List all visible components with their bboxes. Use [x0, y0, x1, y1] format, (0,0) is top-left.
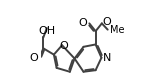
Text: O: O: [29, 53, 38, 63]
Text: O: O: [60, 41, 68, 51]
Text: OH: OH: [38, 26, 55, 36]
Text: N: N: [103, 53, 112, 63]
Text: O: O: [103, 17, 111, 27]
Text: Me: Me: [110, 25, 124, 35]
Text: O: O: [79, 18, 87, 28]
